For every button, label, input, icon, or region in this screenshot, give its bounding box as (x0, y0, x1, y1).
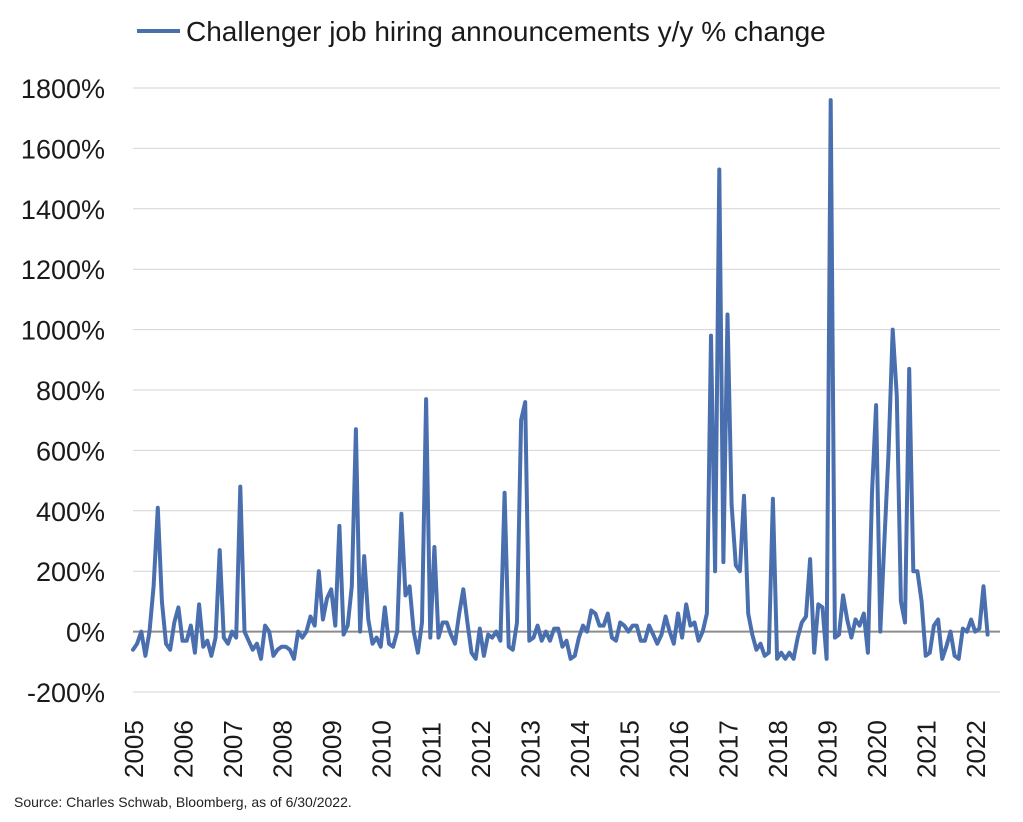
x-tick-label: 2012 (466, 720, 496, 778)
x-tick-label: 2006 (169, 720, 199, 778)
y-tick-label: 1600% (21, 134, 105, 164)
legend: Challenger job hiring announcements y/y … (137, 16, 826, 47)
x-axis-tick-labels: 2005 2006 2007 2008 2009 2010 2011 2012 2013 2014… (119, 720, 991, 778)
x-tick-label: 2019 (813, 720, 843, 778)
y-tick-label: 0% (66, 618, 105, 648)
y-tick-label: 1200% (21, 255, 105, 285)
x-tick-label: 2016 (664, 720, 694, 778)
x-tick-label: 2011 (416, 722, 446, 778)
y-tick-label: 1400% (21, 195, 105, 225)
x-tick-label: 2020 (862, 720, 892, 778)
x-tick-label: 2009 (317, 720, 347, 778)
x-tick-label: 2022 (961, 720, 991, 778)
y-tick-label: 200% (36, 557, 105, 587)
x-tick-label: 2014 (565, 720, 595, 778)
y-tick-label: 1800% (21, 74, 105, 104)
y-axis-tick-labels: -200% 0% 200% 400% 600% 800% 1000% 1200% 1400% 16… (21, 74, 105, 708)
x-tick-label: 2008 (268, 720, 298, 778)
x-tick-label: 2007 (218, 720, 248, 778)
x-tick-label: 2005 (119, 720, 149, 778)
source-note: Source: Charles Schwab, Bloomberg, as of… (14, 794, 352, 810)
x-tick-label: 2017 (714, 720, 744, 778)
series-line (131, 98, 990, 661)
x-tick-label: 2018 (763, 720, 793, 778)
y-tick-label: -200% (27, 678, 105, 708)
gridlines (133, 87, 1000, 693)
x-tick-label: 2015 (614, 720, 644, 778)
y-tick-label: 800% (36, 376, 105, 406)
legend-label: Challenger job hiring announcements y/y … (186, 16, 826, 47)
x-tick-label: 2010 (367, 720, 397, 778)
x-tick-label: 2021 (912, 720, 942, 778)
y-tick-label: 1000% (21, 316, 105, 346)
series-group (131, 98, 990, 661)
y-tick-label: 600% (36, 436, 105, 466)
x-tick-label: 2013 (515, 720, 545, 778)
y-tick-label: 400% (36, 497, 105, 527)
